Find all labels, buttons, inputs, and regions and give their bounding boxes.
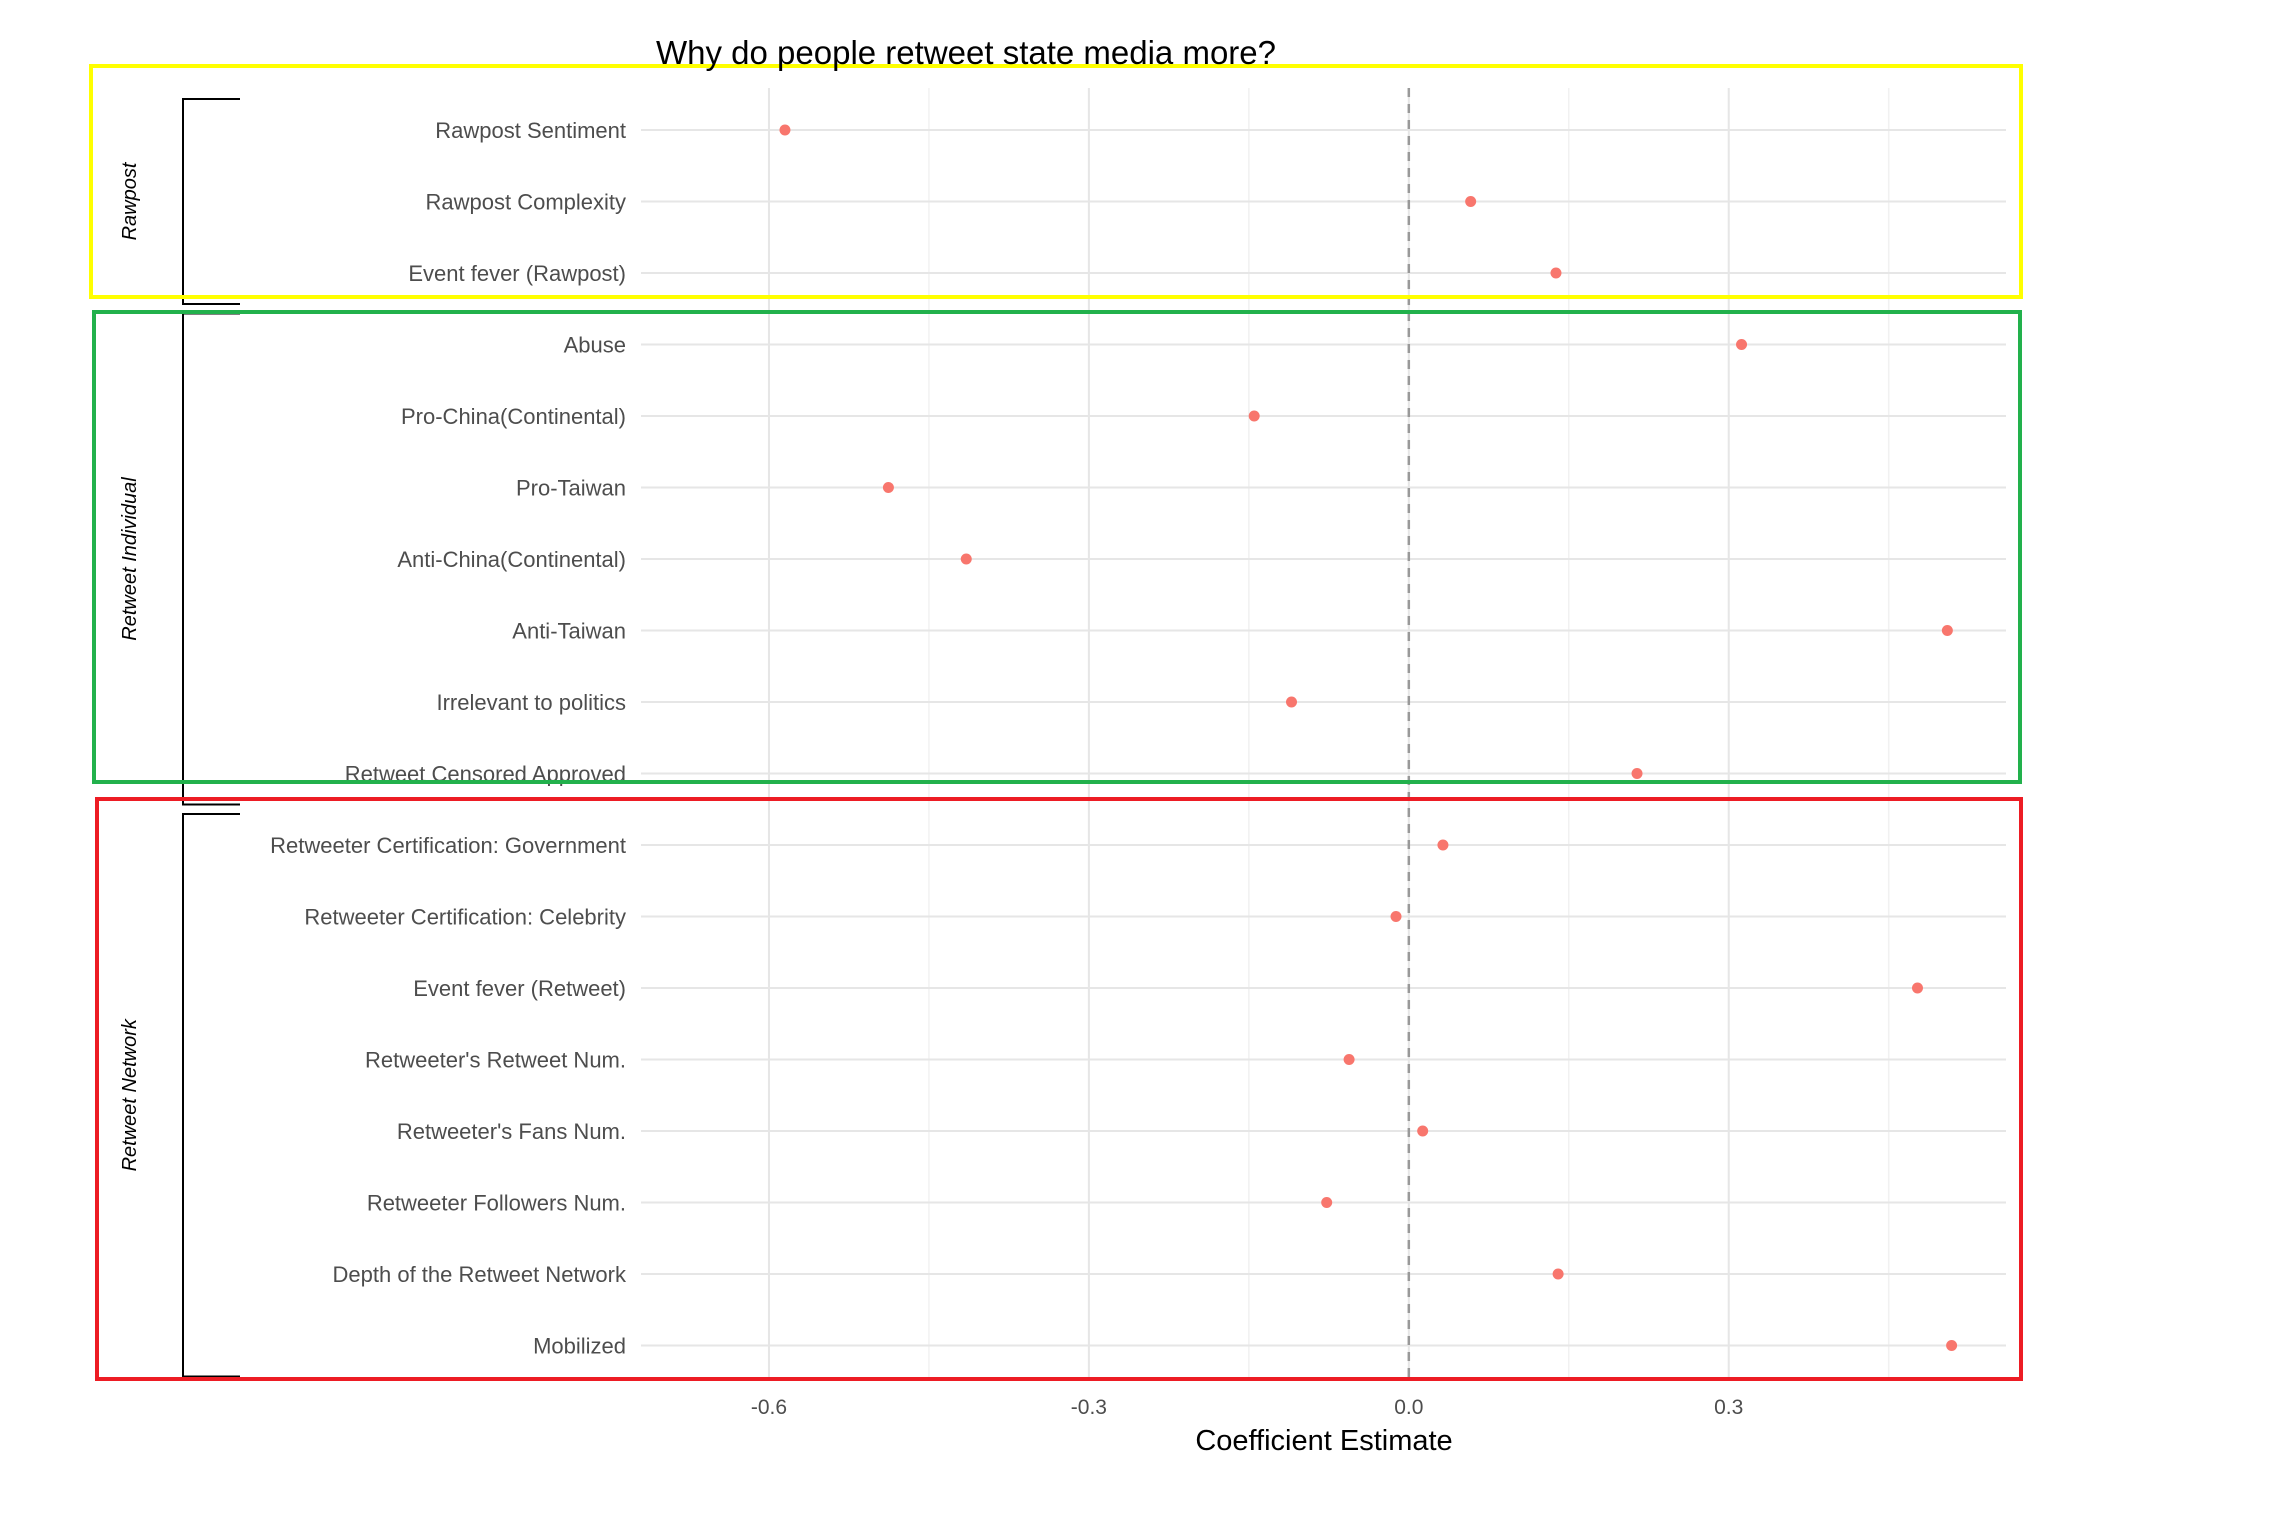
grid-layer bbox=[641, 88, 2006, 1378]
group-highlight-box bbox=[92, 310, 2022, 784]
data-point bbox=[1736, 339, 1748, 350]
category-label: Abuse bbox=[564, 333, 626, 358]
data-point bbox=[882, 482, 894, 493]
x-tick-label: 0.3 bbox=[1714, 1396, 1743, 1419]
category-label: Retweeter's Retweet Num. bbox=[365, 1048, 626, 1073]
category-label: Retweeter's Fans Num. bbox=[397, 1119, 626, 1144]
group-highlight-box bbox=[95, 797, 2023, 1381]
category-label: Rawpost Complexity bbox=[425, 190, 626, 215]
category-label: Pro-China(Continental) bbox=[401, 404, 626, 429]
group-label: Rawpost bbox=[119, 161, 141, 240]
group-bracket bbox=[182, 98, 240, 305]
data-point bbox=[1631, 768, 1643, 779]
category-label: Retweeter Certification: Celebrity bbox=[304, 905, 626, 930]
category-label: Anti-China(Continental) bbox=[397, 547, 626, 572]
category-label: Retweeter Certification: Government bbox=[270, 833, 626, 858]
category-label: Event fever (Rawpost) bbox=[408, 261, 626, 286]
data-point bbox=[779, 124, 791, 136]
category-label: Depth of the Retweet Network bbox=[333, 1262, 627, 1287]
data-point bbox=[1911, 982, 1923, 994]
data-point bbox=[1417, 1125, 1429, 1137]
group-bracket bbox=[182, 813, 240, 1378]
data-point bbox=[1286, 696, 1298, 708]
x-tick-label: 0.0 bbox=[1394, 1396, 1423, 1419]
category-label: Mobilized bbox=[533, 1334, 626, 1359]
x-axis-ticks: -0.6 -0.3 0.0 0.3 bbox=[751, 1396, 1743, 1419]
group-bracket bbox=[182, 312, 240, 806]
group-boxes bbox=[89, 64, 2023, 1381]
group-brackets: Rawpost Retweet Individual Retweet Network bbox=[119, 98, 240, 1378]
x-tick-label: -0.3 bbox=[1071, 1396, 1107, 1419]
data-point bbox=[1941, 625, 1953, 636]
points-layer bbox=[779, 124, 1958, 1351]
x-tick-label: -0.6 bbox=[751, 1396, 787, 1419]
group-label: Retweet Network bbox=[119, 1018, 141, 1171]
data-point bbox=[1550, 267, 1562, 279]
category-labels: Rawpost Sentiment Rawpost Complexity Event… bbox=[270, 118, 627, 1359]
category-label: Irrelevant to politics bbox=[436, 690, 626, 715]
data-point bbox=[1946, 1340, 1958, 1351]
data-point bbox=[960, 553, 972, 565]
x-axis-title: Coefficient Estimate bbox=[1195, 1425, 1452, 1457]
data-point bbox=[1321, 1197, 1333, 1208]
category-label: Pro-Taiwan bbox=[516, 476, 626, 501]
category-label: Event fever (Retweet) bbox=[413, 976, 626, 1001]
data-point bbox=[1465, 196, 1477, 207]
data-point bbox=[1343, 1054, 1355, 1065]
group-highlight-box bbox=[89, 64, 2023, 299]
group-label: Retweet Individual bbox=[119, 477, 141, 641]
data-point bbox=[1390, 911, 1402, 922]
data-point bbox=[1552, 1268, 1564, 1280]
chart-title: Why do people retweet state media more? bbox=[656, 34, 1276, 71]
data-point bbox=[1437, 839, 1449, 851]
category-label: Anti-Taiwan bbox=[512, 619, 626, 644]
category-label: Retweeter Followers Num. bbox=[367, 1191, 626, 1216]
category-label: Rawpost Sentiment bbox=[435, 118, 626, 143]
data-point bbox=[1248, 410, 1260, 422]
